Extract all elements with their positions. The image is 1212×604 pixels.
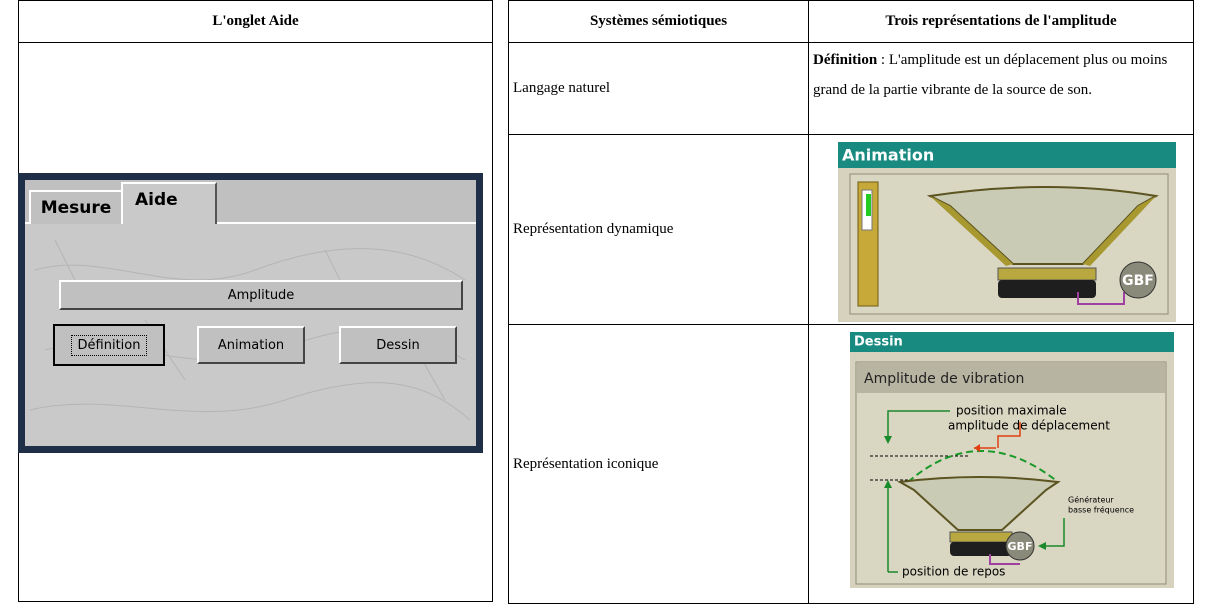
system-cell: Représentation iconique (508, 324, 809, 604)
system-cell: Langage naturel (508, 42, 809, 135)
definition-text: : L'amplitude est un déplacement plus ou… (813, 52, 1168, 98)
gbf-badge: GBF (1008, 540, 1033, 553)
image-label: position de repos (902, 565, 1005, 579)
right-header: Trois représentations de l'amplitude (808, 0, 1194, 43)
gbf-badge: GBF (1122, 273, 1154, 289)
title-button: Amplitude (59, 280, 463, 310)
image-subtitle: Amplitude de vibration (864, 371, 1024, 387)
image-label: amplitude de déplacement (948, 419, 1110, 433)
tab: Mesure (29, 190, 123, 224)
image-label: Générateur (1068, 495, 1114, 505)
image-label: position maximale (956, 404, 1067, 418)
definition-cell: Définition : L'amplitude est un déplacem… (808, 42, 1194, 135)
button: Animation (197, 326, 305, 364)
image-title: Dessin (854, 335, 903, 350)
button-label: Définition (70, 334, 148, 356)
tab: Aide (121, 182, 217, 224)
panel-bg: Mesure Aide Amplitude Définition Animati… (25, 180, 476, 446)
dessin-image: Dessin Amplitude de vibration position m… (850, 332, 1174, 588)
image-title: Animation (842, 146, 934, 165)
image-label: basse fréquence (1068, 505, 1134, 515)
animation-image: Animation GBF (838, 142, 1176, 322)
system-cell: Représentation dynamique (508, 134, 809, 325)
aide-panel: Mesure Aide Amplitude Définition Animati… (18, 173, 483, 453)
button: Définition (53, 324, 165, 366)
left-header: L'onglet Aide (18, 0, 493, 43)
right-header: Systèmes sémiotiques (508, 0, 809, 43)
button: Dessin (339, 326, 457, 364)
definition-term: Définition (813, 52, 878, 68)
